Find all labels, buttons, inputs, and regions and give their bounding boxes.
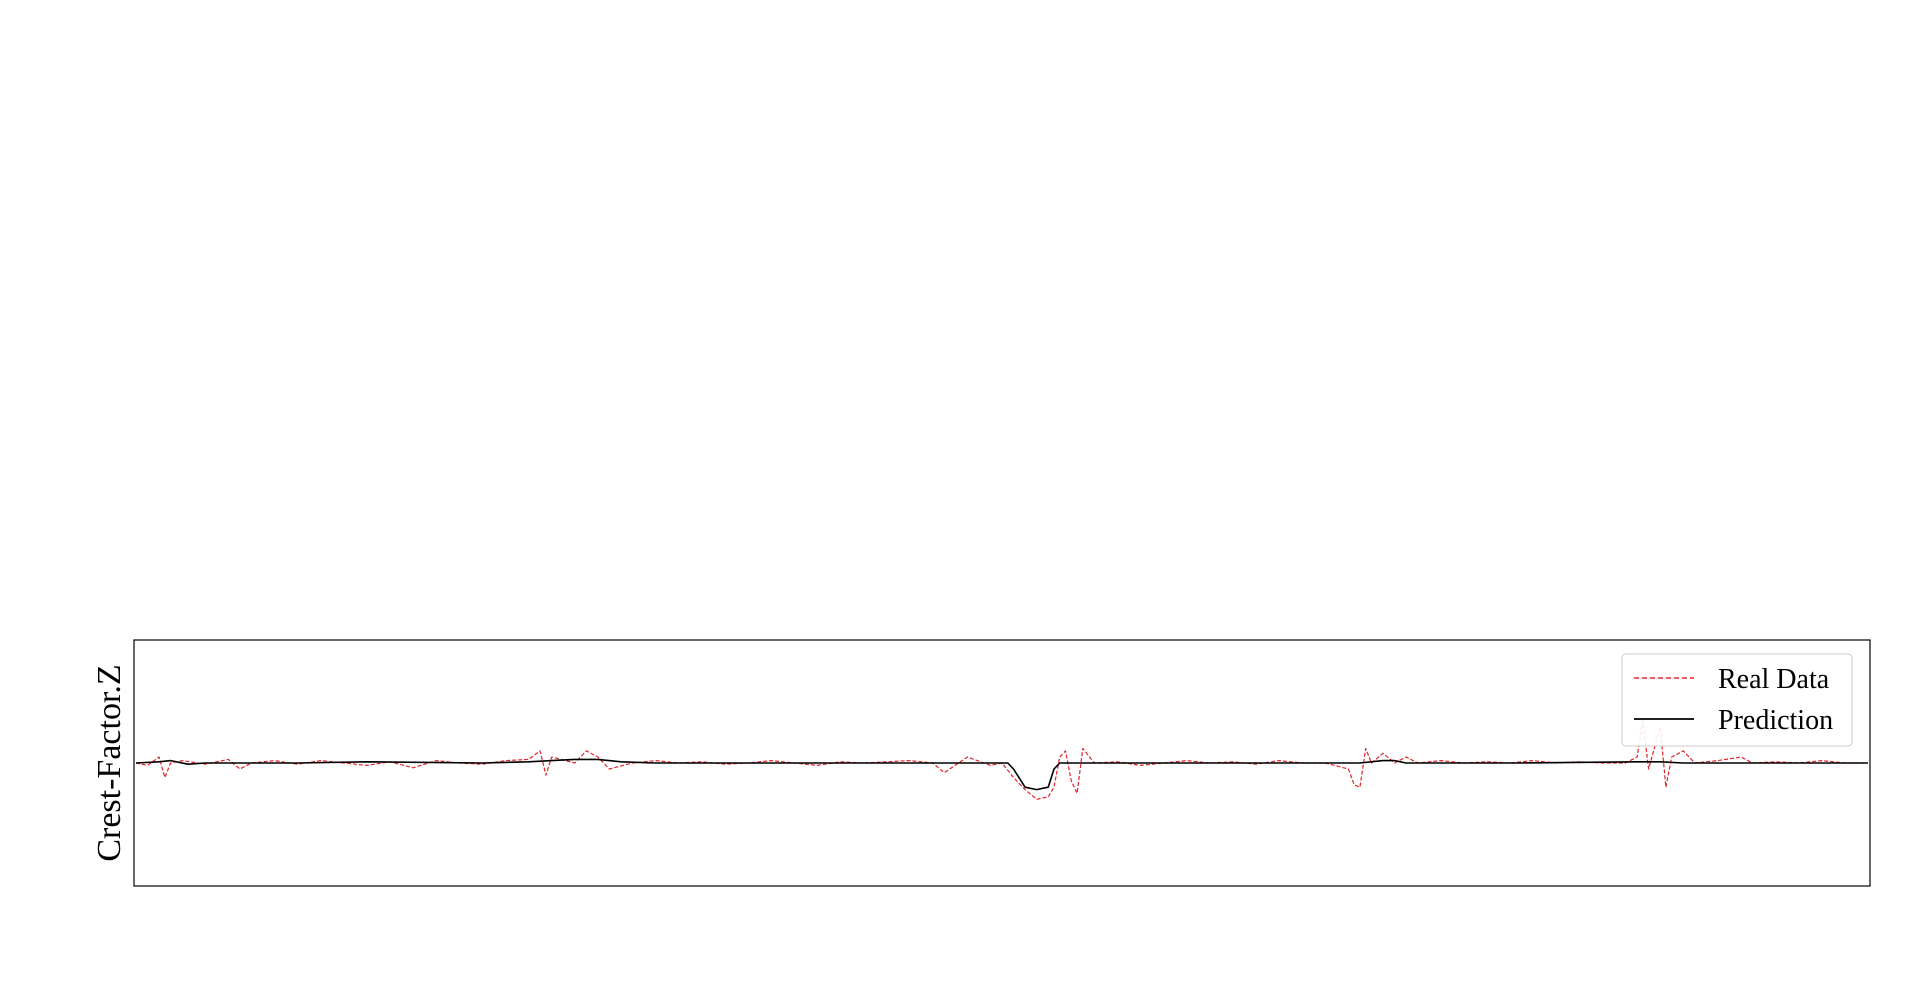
- series-prediction-line: [135, 758, 1868, 791]
- plot-frame: [133, 639, 1871, 887]
- legend-box: [1621, 653, 1853, 747]
- legend-prediction-label: Prediction: [1718, 705, 1833, 736]
- y-axis-label: Crest-Factor.Z: [91, 664, 128, 861]
- legend-real-label: Real Data: [1718, 664, 1830, 695]
- legend[interactable]: Real Data Prediction: [1621, 653, 1853, 747]
- series-layer: [135, 719, 1868, 800]
